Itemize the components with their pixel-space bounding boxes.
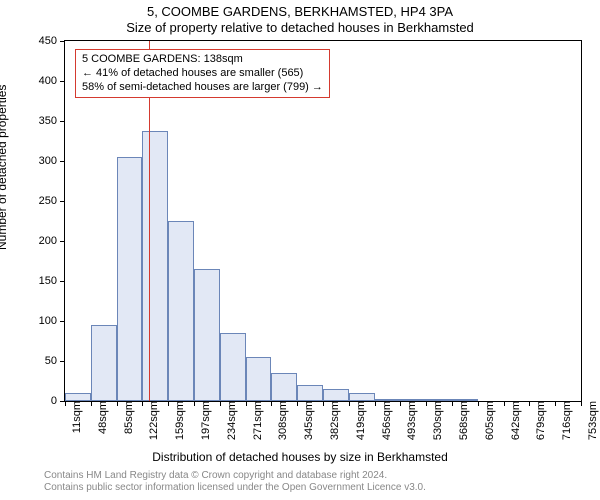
x-tick-label: 456sqm	[375, 401, 393, 440]
y-axis-label: Number of detached properties	[0, 85, 9, 250]
x-tick-label: 48sqm	[91, 401, 109, 434]
x-tick-label: 605sqm	[478, 401, 496, 440]
y-tick-label: 350	[39, 115, 65, 127]
chart-title-2: Size of property relative to detached ho…	[0, 20, 600, 35]
x-tick-label: 85sqm	[117, 401, 135, 434]
y-tick-label: 250	[39, 195, 65, 207]
histogram-bar	[426, 399, 452, 401]
y-tick-label: 50	[45, 355, 65, 367]
annotation-line-2: ← 41% of detached houses are smaller (56…	[82, 67, 323, 81]
histogram-bar	[194, 269, 220, 401]
histogram-bar	[117, 157, 143, 401]
x-tick-label: 642sqm	[504, 401, 522, 440]
y-tick-label: 450	[39, 35, 65, 47]
histogram-bar	[271, 373, 297, 401]
histogram-bar	[375, 399, 401, 401]
footer-line-1: Contains HM Land Registry data © Crown c…	[44, 470, 387, 481]
x-tick-label: 493sqm	[400, 401, 418, 440]
x-tick-label: 308sqm	[271, 401, 289, 440]
histogram-bar	[65, 393, 91, 401]
plot-area: 05010015020025030035040045011sqm48sqm85s…	[64, 40, 582, 402]
histogram-bar	[400, 399, 426, 401]
histogram-bar	[246, 357, 272, 401]
chart-title-1: 5, COOMBE GARDENS, BERKHAMSTED, HP4 3PA	[0, 4, 600, 19]
x-tick-label: 122sqm	[142, 401, 160, 440]
x-tick-label: 234sqm	[220, 401, 238, 440]
histogram-bar	[297, 385, 323, 401]
x-axis-label: Distribution of detached houses by size …	[0, 450, 600, 464]
x-tick-label: 419sqm	[349, 401, 367, 440]
x-tick-label: 197sqm	[194, 401, 212, 440]
y-tick-label: 150	[39, 275, 65, 287]
x-tick-label: 679sqm	[529, 401, 547, 440]
histogram-bar	[349, 393, 375, 401]
footer-attribution: Contains HM Land Registry data © Crown c…	[44, 470, 426, 494]
x-tick-label: 716sqm	[555, 401, 573, 440]
x-tick-label: 271sqm	[246, 401, 264, 440]
histogram-bar	[323, 389, 349, 401]
x-tick-label: 753sqm	[581, 401, 599, 440]
y-tick-label: 300	[39, 155, 65, 167]
x-tick-label: 345sqm	[297, 401, 315, 440]
histogram-bar	[142, 131, 168, 401]
y-tick-label: 100	[39, 315, 65, 327]
x-tick-label: 530sqm	[426, 401, 444, 440]
x-tick-label: 159sqm	[168, 401, 186, 440]
x-tick-label: 382sqm	[323, 401, 341, 440]
annotation-line-3: 58% of semi-detached houses are larger (…	[82, 81, 323, 95]
histogram-bar	[452, 399, 478, 401]
annotation-box: 5 COOMBE GARDENS: 138sqm← 41% of detache…	[75, 49, 330, 98]
annotation-line-1: 5 COOMBE GARDENS: 138sqm	[82, 53, 323, 67]
y-tick-label: 0	[51, 395, 65, 407]
x-tick-label: 568sqm	[452, 401, 470, 440]
y-tick-label: 200	[39, 235, 65, 247]
y-tick-label: 400	[39, 75, 65, 87]
histogram-bar	[91, 325, 117, 401]
histogram-bar	[168, 221, 194, 401]
histogram-bar	[220, 333, 246, 401]
x-tick-label: 11sqm	[65, 401, 83, 433]
footer-line-2: Contains public sector information licen…	[44, 482, 426, 493]
